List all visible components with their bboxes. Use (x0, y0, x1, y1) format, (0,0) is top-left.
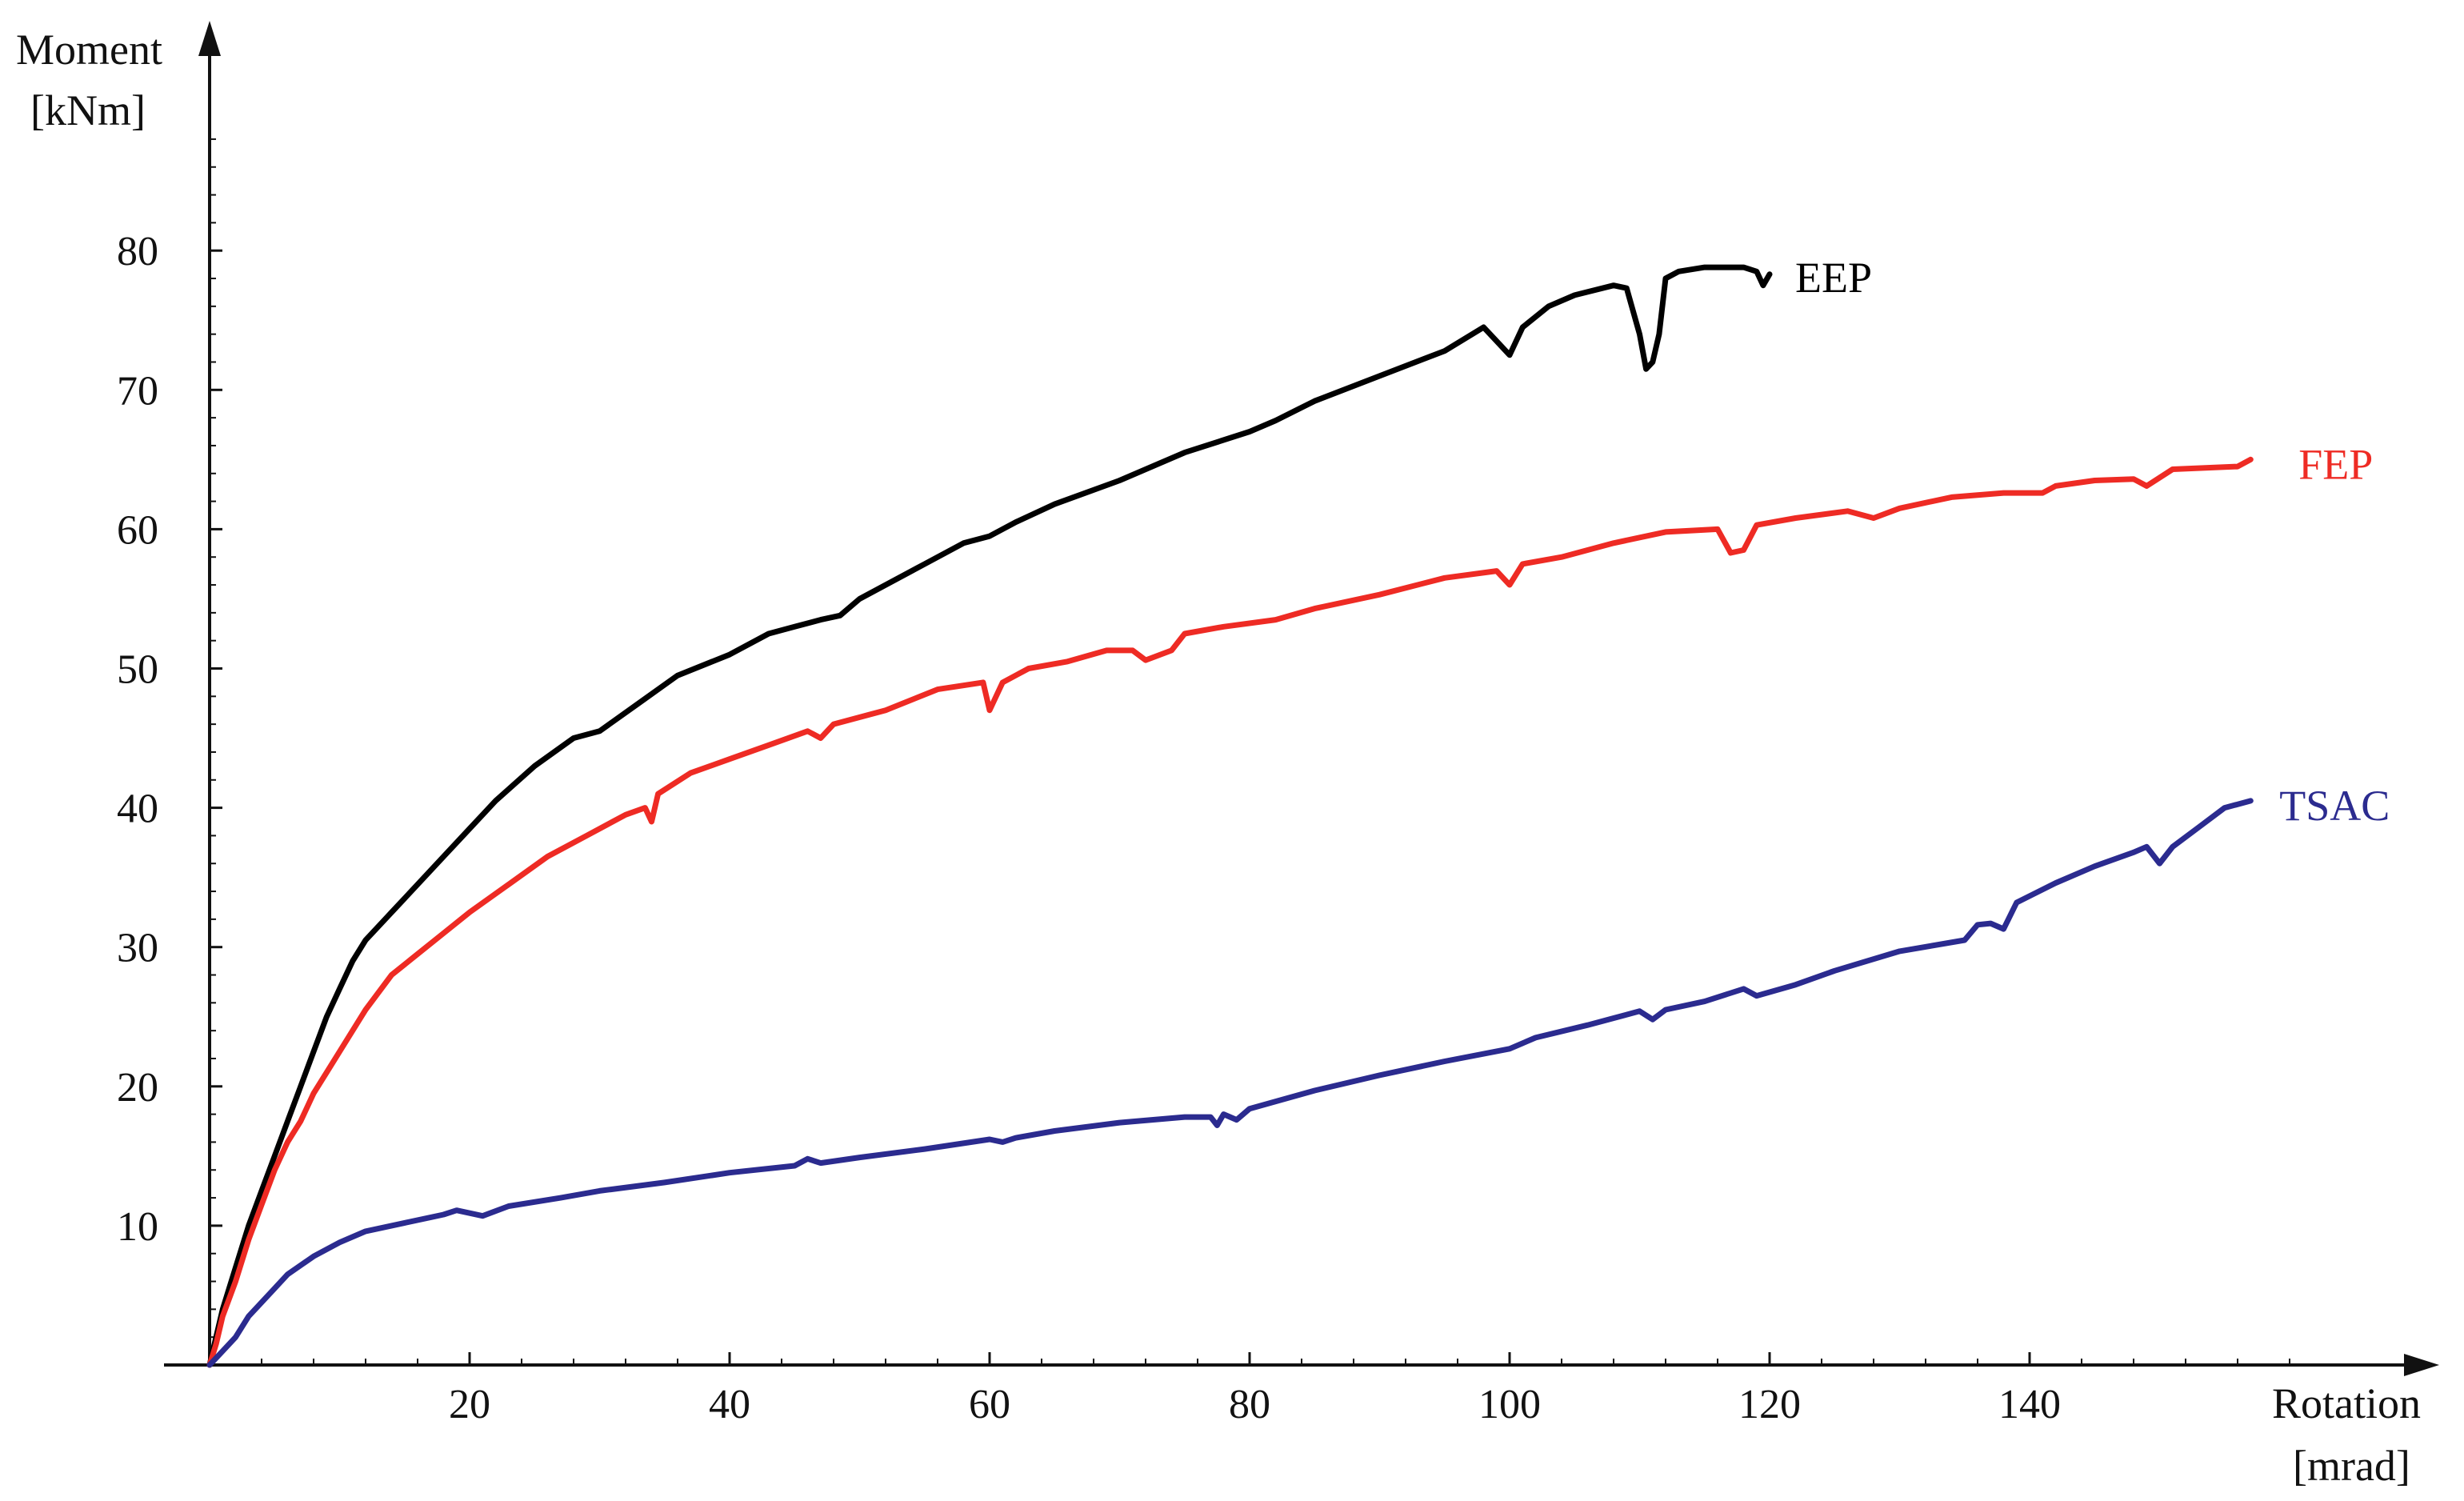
series-line-tsac (206, 798, 2254, 1368)
series-layer: EEP FEP TSAC (206, 254, 2390, 1368)
y-axis-label-line2: [kNm] (30, 86, 146, 134)
series-eep: EEP (206, 254, 1872, 1368)
y-tick-label: 70 (117, 368, 158, 414)
y-tick-label: 10 (117, 1204, 158, 1250)
y-axis-arrow (198, 21, 221, 56)
x-ticks: 20 40 60 80 100 120 140 (449, 1352, 2061, 1427)
x-tick-label: 140 (1998, 1382, 2061, 1427)
x-tick-label: 20 (449, 1382, 490, 1427)
series-line-eep (206, 264, 1773, 1368)
y-tick-label: 20 (117, 1065, 158, 1111)
series-label-tsac: TSAC (2279, 782, 2390, 830)
series-fep: FEP (206, 440, 2373, 1368)
y-tick-label: 30 (117, 926, 158, 971)
y-tick-label: 40 (117, 787, 158, 832)
x-axis-label-line1: Rotation (2272, 1379, 2421, 1427)
series-label-fep: FEP (2298, 440, 2373, 488)
y-axis-label-line1: Moment (16, 26, 162, 74)
x-tick-label: 60 (969, 1382, 1010, 1427)
axes: 20 40 60 80 100 120 140 10 20 30 40 50 60 70 80 (117, 21, 2439, 1427)
x-tick-label: 80 (1229, 1382, 1270, 1427)
x-axis-arrow (2404, 1354, 2439, 1376)
x-tick-label: 100 (1478, 1382, 1541, 1427)
series-tsac: TSAC (206, 782, 2390, 1368)
y-tick-label: 50 (117, 647, 158, 693)
y-tick-label: 80 (117, 229, 158, 274)
x-tick-label: 40 (709, 1382, 750, 1427)
series-label-eep: EEP (1795, 254, 1872, 302)
series-line-fep (206, 456, 2254, 1368)
y-ticks: 10 20 30 40 50 60 70 80 (117, 229, 222, 1250)
minor-ticks (210, 138, 2290, 1365)
x-axis-label-line2: [mrad] (2293, 1442, 2410, 1490)
x-tick-label: 120 (1738, 1382, 1801, 1427)
y-tick-label: 60 (117, 507, 158, 553)
